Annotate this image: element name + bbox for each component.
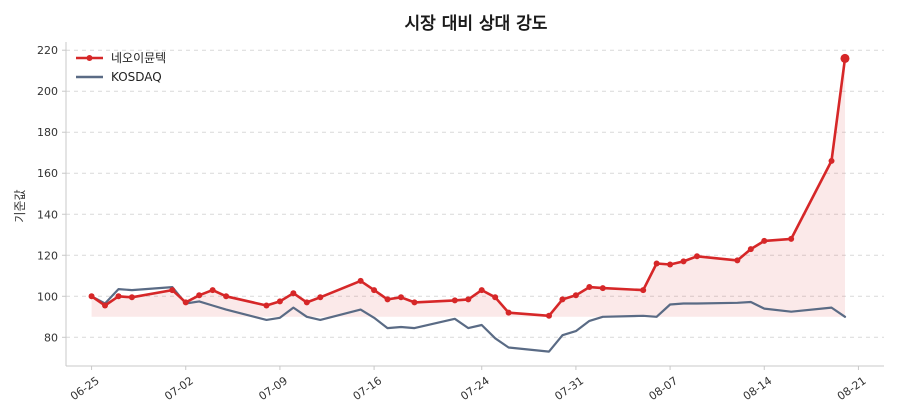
series-point	[451, 297, 458, 304]
series-point	[317, 294, 324, 301]
series-point	[102, 302, 109, 309]
x-tick-label: 07-02	[162, 374, 196, 403]
series-point	[223, 293, 230, 300]
series-point	[505, 309, 512, 316]
series-point	[398, 294, 405, 301]
series-point	[599, 285, 606, 292]
x-tick-label: 07-16	[351, 374, 385, 403]
y-tick-label: 120	[37, 249, 58, 262]
series-point	[290, 290, 297, 297]
legend-label: 네오이뮨텍	[111, 51, 166, 65]
series-point	[586, 284, 593, 291]
series-point	[357, 277, 364, 284]
y-tick-label: 80	[44, 331, 58, 344]
y-axis-label: 기준값	[13, 189, 27, 222]
legend-label: KOSDAQ	[111, 70, 162, 84]
series-point	[263, 302, 270, 309]
grid-layer	[66, 49, 884, 338]
series-point	[653, 260, 660, 267]
y-tick-label: 200	[37, 85, 58, 98]
chart-title: 시장 대비 상대 강도	[405, 14, 548, 34]
x-tick-label: 07-09	[256, 374, 290, 403]
y-tick-label: 220	[37, 44, 58, 57]
legend-marker	[86, 55, 93, 61]
series-line	[90, 286, 847, 353]
legend: 네오이뮨텍 KOSDAQ	[76, 51, 166, 84]
series-point	[384, 296, 391, 303]
series-point	[465, 296, 472, 303]
x-tick-label: 08-07	[647, 374, 681, 403]
y-tick-label: 100	[37, 290, 58, 303]
axis-layer: 80 100 120 140 160 180 200 220 06-25 07-02 07-09 07…	[37, 42, 884, 403]
x-tick-label: 07-31	[552, 374, 586, 403]
series-point	[115, 293, 122, 300]
series-fill-area	[91, 58, 845, 317]
series-point	[559, 296, 566, 303]
y-tick-label: 160	[37, 167, 58, 180]
x-tick-label: 08-21	[835, 374, 869, 403]
x-tick-label: 07-24	[458, 374, 492, 403]
series-point	[128, 294, 135, 301]
series-point	[196, 292, 203, 299]
series-point	[840, 53, 850, 63]
fill-layer	[91, 58, 845, 317]
series-point	[209, 287, 216, 294]
series-point	[734, 257, 741, 264]
series-point	[828, 157, 835, 164]
series-point	[169, 287, 176, 294]
series-point	[492, 294, 499, 301]
series-point	[371, 287, 378, 294]
series-point	[747, 246, 754, 253]
series-point	[572, 292, 579, 299]
series-point	[761, 237, 768, 244]
series-line	[90, 57, 847, 318]
series-point	[667, 261, 674, 268]
series-point	[88, 293, 95, 300]
series-point	[478, 287, 485, 294]
series-point	[303, 299, 310, 306]
series-point	[788, 235, 795, 242]
y-tick-label: 140	[37, 208, 58, 221]
series-point	[693, 253, 700, 260]
series-point	[640, 287, 647, 294]
x-tick-label: 08-14	[741, 374, 775, 403]
series-point	[545, 312, 552, 319]
series-point	[182, 299, 189, 306]
series-point	[680, 258, 687, 265]
series-point	[411, 299, 418, 306]
y-tick-label: 180	[37, 126, 58, 139]
series-layer	[88, 53, 850, 353]
series-point	[276, 298, 283, 305]
x-tick-label: 06-25	[68, 374, 102, 403]
